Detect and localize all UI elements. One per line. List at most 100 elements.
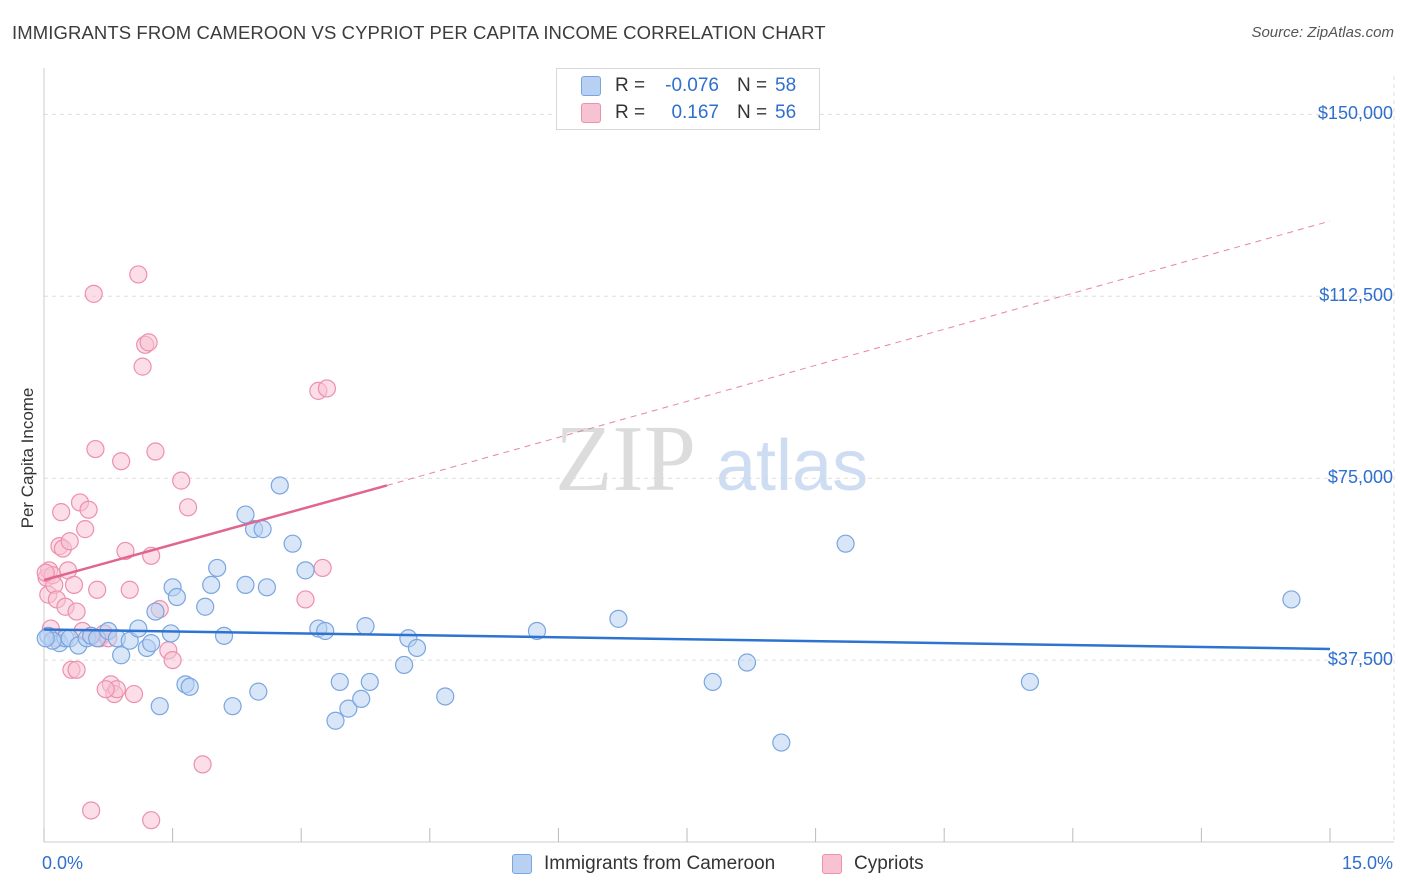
cypriots-point (52, 503, 71, 522)
cypriots-point (86, 439, 105, 459)
legend-swatch-cameroon (581, 76, 601, 96)
cameroon-point (36, 629, 55, 648)
legend-label-cypriots: Cypriots (854, 853, 924, 874)
legend-row-cypriots: R = 0.167 N = 56 (581, 100, 796, 126)
cypriots-point (124, 684, 144, 704)
cameroon-trend-line (43, 628, 1331, 651)
cameroon-point (146, 602, 165, 621)
legend-swatch-cypriots (822, 854, 842, 874)
y-tick-label: $112,500 (1319, 285, 1393, 306)
chart-title: IMMIGRANTS FROM CAMEROON VS CYPRIOT PER … (12, 22, 826, 43)
y-tick-label: $150,000 (1317, 103, 1393, 124)
x-tick-label: 15.0% (1341, 853, 1393, 873)
cameroon-point (283, 534, 302, 553)
legend-n-value: 56 (775, 102, 797, 123)
cameroon-point (609, 609, 628, 628)
cypriots-point (313, 558, 332, 578)
cameroon-point (703, 672, 722, 692)
legend-swatch-cypriots (581, 103, 601, 123)
cypriots-trend-line (43, 484, 388, 582)
cypriots-point (129, 265, 148, 284)
legend-item-cypriots[interactable]: Cypriots (822, 852, 924, 876)
cameroon-point (330, 672, 349, 692)
legend-swatch-cameroon (512, 854, 532, 874)
legend-n-label: N = (737, 102, 768, 123)
cameroon-point (150, 697, 169, 716)
chart-source: Source: ZipAtlas.com (1251, 24, 1394, 41)
cypriots-point (76, 520, 95, 539)
cameroon-point (167, 587, 186, 607)
cypriots-point (139, 333, 158, 352)
watermark: ZIP atlas (555, 407, 868, 511)
cypriots-point (82, 801, 101, 820)
y-tick-label: $37,500 (1327, 649, 1393, 670)
cameroon-point (223, 697, 242, 716)
cypriots-point (172, 471, 191, 490)
cameroon-point (129, 619, 148, 638)
cypriots-point (96, 680, 115, 699)
cypriots-point (67, 660, 86, 679)
legend-n-value: 58 (775, 75, 797, 96)
cameroon-point (180, 677, 199, 696)
cameroon-point (208, 558, 227, 578)
cypriots-point (146, 442, 165, 461)
cameroon-point (214, 626, 234, 645)
correlation-legend: R = -0.076 N = 58 R = 0.167 N = 56 (556, 68, 820, 130)
cameroon-point (112, 646, 131, 665)
cameroon-point (772, 733, 791, 752)
cypriots-point (36, 563, 55, 582)
cameroon-point (1282, 590, 1301, 609)
x-tick-label: 0.0% (42, 853, 84, 873)
cypriots-point (163, 650, 182, 670)
legend-row-cameroon: R = -0.076 N = 58 (581, 73, 796, 99)
cameroon-point (436, 687, 455, 706)
cypriots-point (64, 575, 84, 595)
watermark-atlas: atlas (716, 426, 868, 506)
cypriots-point (88, 580, 107, 599)
cameroon-point (356, 617, 375, 636)
cypriots-point (317, 379, 337, 398)
cypriots-point (178, 498, 198, 517)
legend-r-label: R = (615, 75, 646, 96)
cypriots-point (193, 755, 212, 774)
cypriots-point (296, 590, 315, 609)
cameroon-point (407, 638, 427, 658)
cypriots-point (133, 357, 152, 376)
legend-n-label: N = (737, 75, 768, 96)
legend-r-label: R = (615, 102, 646, 123)
y-axis-title: Per Capita Income (18, 387, 37, 529)
cypriots-point (84, 284, 103, 303)
cameroon-point (236, 575, 255, 595)
cameroon-point (326, 711, 345, 730)
cameroon-point (737, 653, 757, 672)
legend-r-value: 0.167 (671, 102, 719, 123)
cameroon-point (360, 672, 379, 692)
cypriots-trend-line-extrapolated (386, 220, 1331, 486)
cypriots-point (60, 532, 79, 551)
y-tick-label: $75,000 (1327, 467, 1393, 488)
watermark-zip: ZIP (555, 407, 696, 511)
cameroon-point (142, 634, 161, 653)
cameroon-point (249, 682, 268, 701)
cameroon-point (296, 561, 315, 580)
cypriots-point (142, 811, 161, 830)
cameroon-point (270, 476, 289, 495)
cameroon-point (316, 621, 335, 641)
cameroon-points (36, 476, 1301, 752)
cameroon-point (253, 520, 272, 539)
legend-item-cameroon[interactable]: Immigrants from Cameroon (512, 852, 775, 876)
cameroon-point (257, 578, 277, 597)
cameroon-point (836, 534, 855, 553)
cameroon-point (1020, 672, 1040, 692)
cameroon-point (352, 689, 371, 709)
cypriots-point (112, 452, 131, 471)
cameroon-point (394, 655, 414, 675)
axes (43, 68, 1394, 843)
cypriots-point (67, 602, 86, 621)
cypriots-point (79, 500, 98, 519)
cypriots-point (120, 580, 139, 599)
cameroon-point (236, 505, 255, 524)
cameroon-point (161, 624, 180, 643)
cameroon-point (339, 699, 358, 718)
